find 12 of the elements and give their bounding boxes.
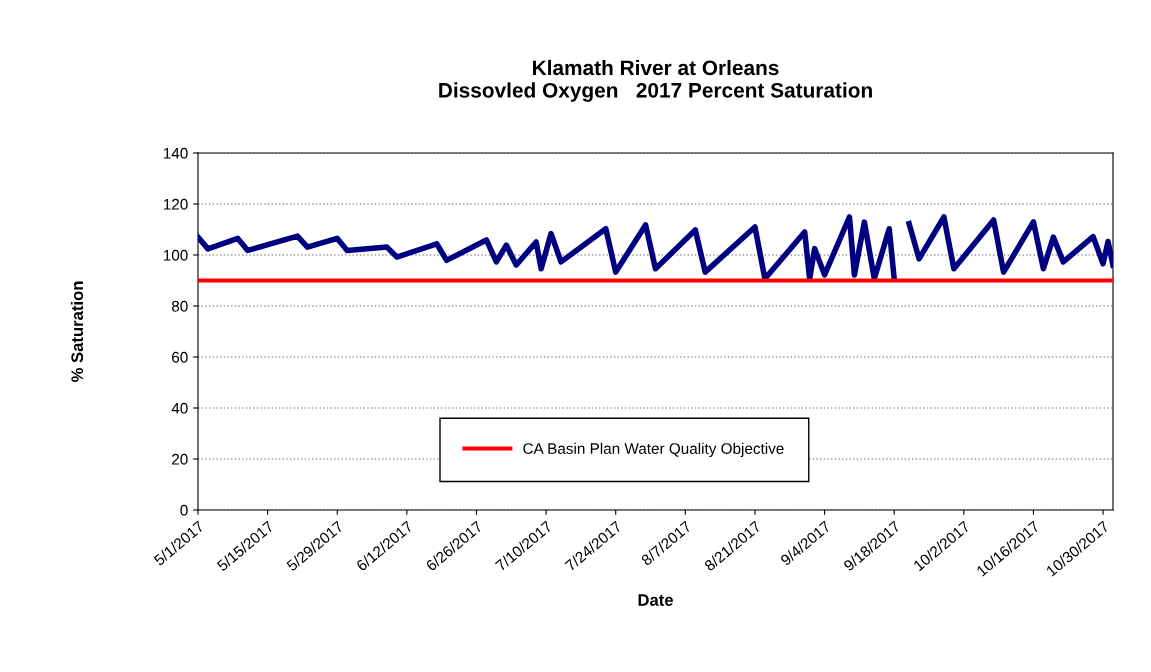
y-tick-label: 100: [163, 249, 188, 261]
chart-title: Klamath River at Orleans Dissovled Oxygen 2017 Percent Saturation: [439, 59, 872, 102]
x-axis-title: Date: [638, 594, 673, 606]
y-tick-label: 40: [171, 402, 188, 414]
y-tick-label: 140: [163, 147, 188, 159]
y-tick-label: 120: [163, 198, 188, 210]
y-tick-label: 60: [172, 351, 188, 363]
legend-label: CA Basin Plan Water Quality Objective: [523, 442, 784, 457]
y-tick-label: 20: [172, 453, 188, 465]
y-axis-title: % Saturation: [70, 281, 84, 383]
y-tick-label: 80: [171, 300, 188, 312]
y-tick-label: 0: [180, 504, 188, 516]
